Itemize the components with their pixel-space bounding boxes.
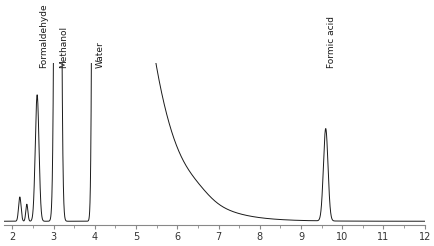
Text: Methanol: Methanol bbox=[59, 26, 68, 68]
Text: Formic acid: Formic acid bbox=[326, 16, 335, 68]
Text: Water: Water bbox=[96, 41, 105, 68]
Text: Formaldehyde: Formaldehyde bbox=[39, 3, 48, 68]
